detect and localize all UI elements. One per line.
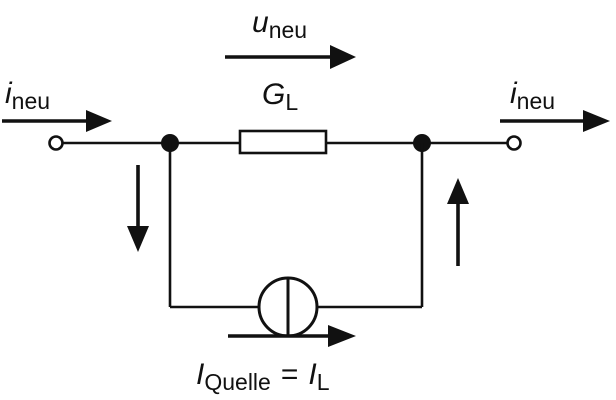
output-current-arrowhead [583, 110, 610, 132]
input-current-label: ineu [5, 77, 50, 114]
left-branch-current-arrowhead [127, 226, 149, 252]
source-current-label: IQuelle = IL [196, 358, 330, 395]
output-current-label: ineu [510, 77, 555, 114]
input-terminal [48, 135, 64, 151]
output-terminal [506, 135, 522, 151]
voltage-label: uneu [252, 6, 307, 43]
right-branch-current-arrowhead [447, 178, 469, 204]
conductance-resistor [238, 129, 328, 155]
input-current-arrowhead [86, 110, 112, 132]
source-current-arrowhead [328, 325, 356, 347]
voltage-arrowhead [330, 45, 356, 69]
conductance-label: GL [262, 78, 298, 115]
